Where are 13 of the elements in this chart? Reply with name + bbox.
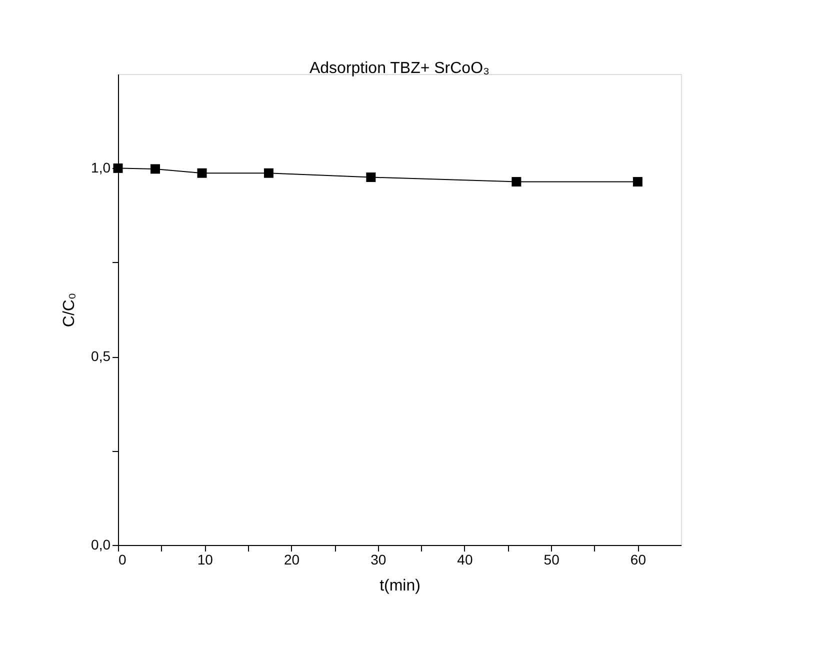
x-axis-title: t(min) (380, 578, 420, 594)
chart-title: Adsorption TBZ+ SrCoO₃ (309, 60, 490, 77)
y-axis-title: C/C₀ (61, 292, 78, 328)
x-tick-label: 0 (118, 552, 126, 568)
x-tick-label: 40 (457, 552, 473, 568)
y-tick-label: 1,0 (91, 160, 111, 176)
x-tick-label: 60 (630, 552, 646, 568)
y-tick-label: 0,0 (91, 536, 111, 552)
x-tick-label: 10 (197, 552, 214, 568)
x-tick-label: 30 (370, 552, 386, 568)
x-tick-label: 20 (284, 552, 300, 568)
y-tick-label: 0,5 (91, 348, 111, 364)
x-tick-label: 50 (544, 552, 560, 568)
